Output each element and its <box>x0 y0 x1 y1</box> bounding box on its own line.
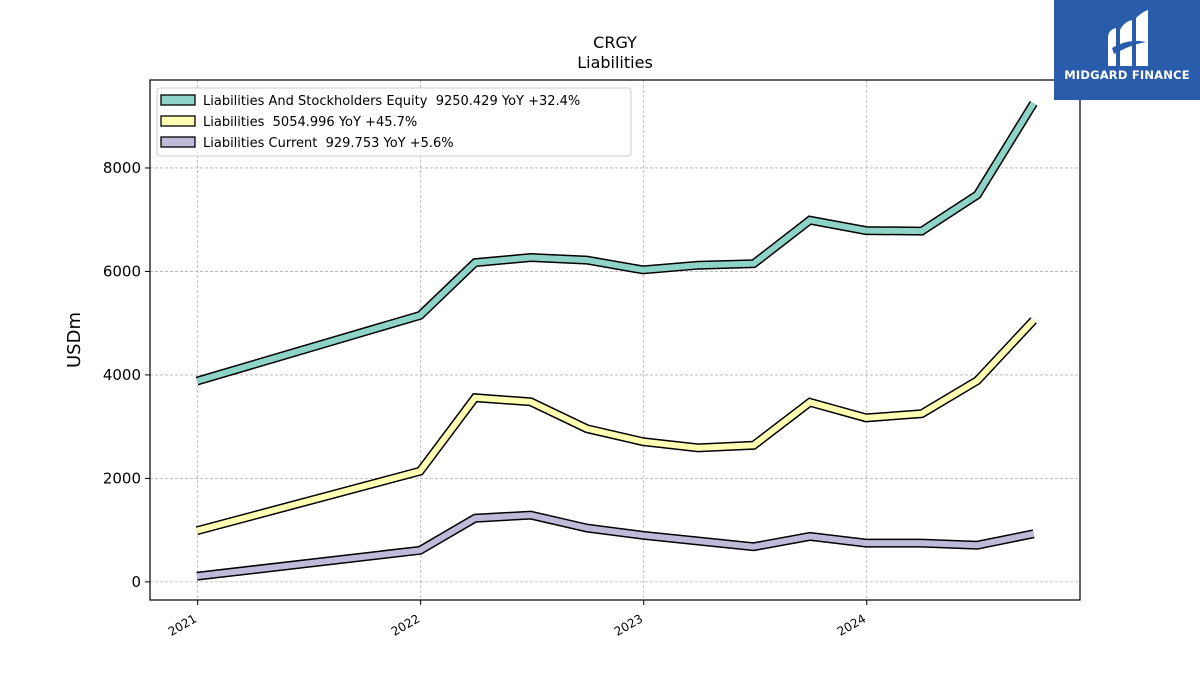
brand-mark-icon <box>1108 10 1148 66</box>
legend-label: Liabilities 5054.996 YoY +45.7% <box>203 115 417 130</box>
x-axis: 2021 2022 2023 2024 <box>166 600 868 639</box>
chart-subtitle: Liabilities <box>577 53 653 72</box>
series-stroke <box>196 318 1036 534</box>
legend-swatch <box>160 115 196 127</box>
y-tick-label: 4000 <box>103 366 141 384</box>
legend-swatch <box>160 94 196 106</box>
y-tick-label: 0 <box>131 573 141 591</box>
legend-label: Liabilities Current 929.753 YoY +5.6% <box>203 136 454 151</box>
series-stroke <box>196 512 1035 580</box>
x-tick-label: 2023 <box>612 611 645 638</box>
x-tick-label: 2021 <box>166 611 199 638</box>
series-layer <box>195 100 1038 581</box>
legend-swatch <box>160 136 196 148</box>
chart-title: CRGY <box>593 33 637 52</box>
y-tick-label: 8000 <box>103 159 141 177</box>
y-axis-label: USDm <box>64 312 85 368</box>
plot-frame <box>149 79 1081 601</box>
brand-name: MIDGARD FINANCE <box>1064 68 1190 82</box>
x-tick-label: 2024 <box>835 611 868 638</box>
y-tick-label: 6000 <box>103 262 141 280</box>
series-line-0 <box>195 100 1038 386</box>
grid-lines <box>150 80 1080 600</box>
y-axis: 0 2000 4000 6000 8000 <box>103 159 150 591</box>
series-line-1 <box>195 317 1037 536</box>
x-tick-label: 2022 <box>389 611 422 638</box>
series-line-2 <box>196 510 1035 581</box>
series-stroke <box>196 101 1037 384</box>
legend-label: Liabilities And Stockholders Equity 9250… <box>203 94 580 109</box>
brand-logo: MIDGARD FINANCE <box>1054 0 1200 100</box>
legend-box <box>156 87 632 157</box>
legend: Liabilities And Stockholders Equity 9250… <box>156 87 632 157</box>
y-tick-label: 2000 <box>103 469 141 487</box>
